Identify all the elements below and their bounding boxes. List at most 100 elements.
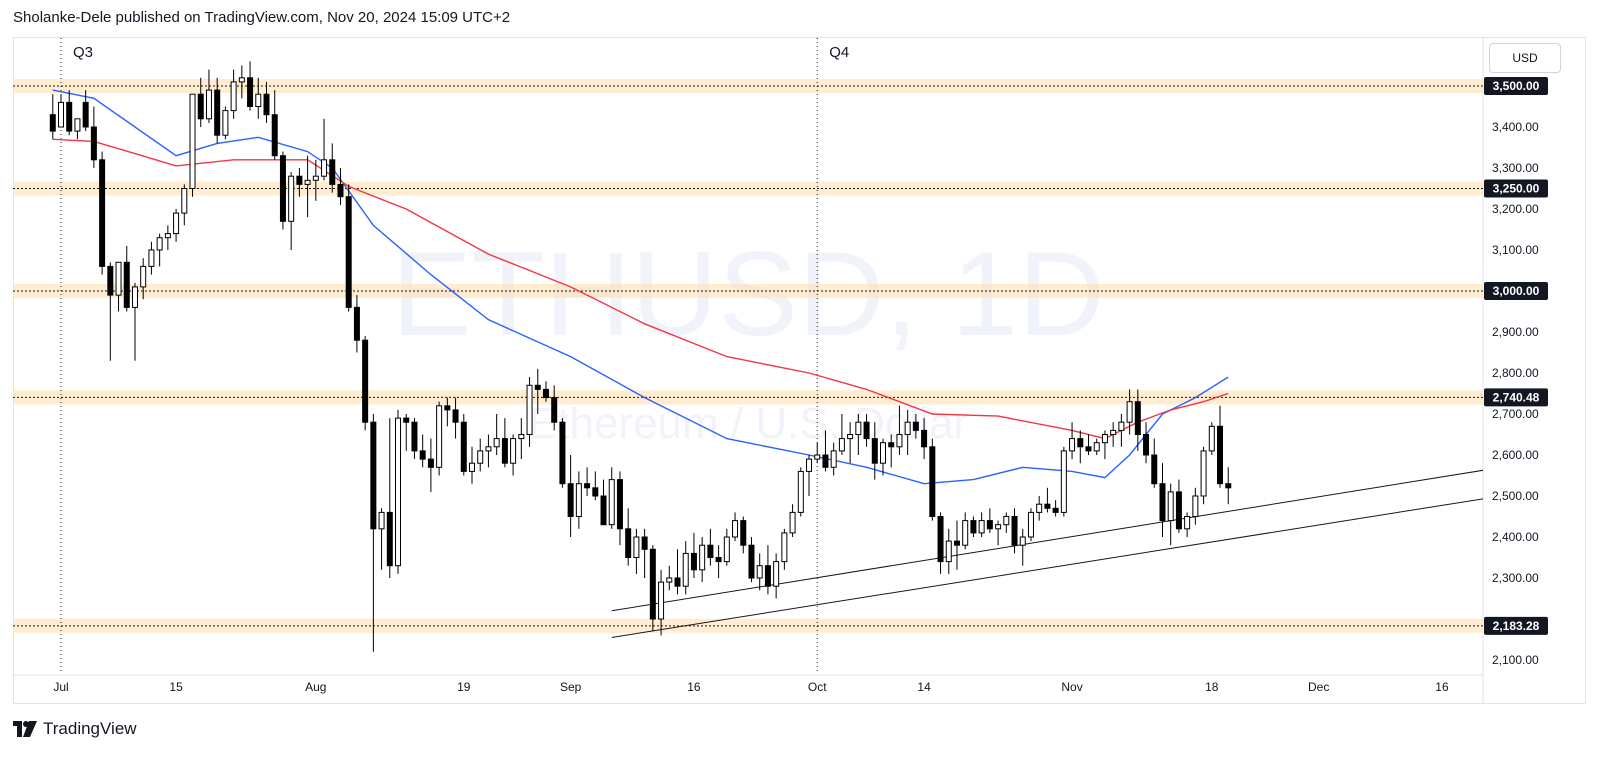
- candle[interactable]: [789, 504, 796, 537]
- candle[interactable]: [419, 434, 426, 468]
- candle[interactable]: [90, 106, 97, 169]
- candle[interactable]: [880, 438, 886, 476]
- candle[interactable]: [362, 336, 369, 431]
- candle[interactable]: [723, 528, 730, 566]
- candle[interactable]: [1011, 508, 1018, 554]
- candle[interactable]: [699, 537, 706, 583]
- candle[interactable]: [411, 418, 418, 460]
- candle[interactable]: [49, 94, 56, 140]
- candle[interactable]: [263, 81, 270, 123]
- candle[interactable]: [929, 438, 936, 521]
- candle[interactable]: [247, 61, 254, 111]
- candle[interactable]: [477, 438, 484, 472]
- candle[interactable]: [945, 528, 952, 574]
- candle[interactable]: [970, 516, 977, 538]
- candle[interactable]: [173, 209, 180, 242]
- candle[interactable]: [403, 414, 410, 451]
- candle[interactable]: [625, 508, 632, 566]
- candle[interactable]: [1192, 487, 1199, 525]
- candle[interactable]: [189, 93, 196, 197]
- candle[interactable]: [575, 471, 582, 529]
- candle[interactable]: [1151, 438, 1158, 488]
- candle[interactable]: [715, 545, 722, 578]
- candle[interactable]: [666, 565, 673, 591]
- candle[interactable]: [888, 434, 895, 468]
- candle[interactable]: [740, 516, 747, 554]
- candle[interactable]: [1027, 508, 1034, 542]
- candle[interactable]: [953, 520, 960, 570]
- candle[interactable]: [82, 90, 89, 132]
- trendline[interactable]: [611, 457, 1566, 612]
- candle[interactable]: [781, 528, 788, 570]
- candle[interactable]: [304, 155, 311, 218]
- candle[interactable]: [978, 512, 985, 537]
- candle[interactable]: [99, 151, 106, 275]
- candle[interactable]: [238, 65, 245, 99]
- candle[interactable]: [690, 532, 697, 578]
- candle[interactable]: [674, 549, 681, 595]
- candle[interactable]: [526, 377, 533, 447]
- candle[interactable]: [452, 397, 459, 439]
- plot-area[interactable]: [13, 38, 1565, 671]
- candle[interactable]: [1159, 463, 1166, 537]
- candle[interactable]: [378, 508, 385, 570]
- candle[interactable]: [863, 414, 870, 447]
- candle[interactable]: [427, 438, 434, 492]
- candle[interactable]: [510, 434, 517, 476]
- candle[interactable]: [616, 471, 623, 546]
- candle[interactable]: [197, 77, 204, 127]
- candle[interactable]: [830, 442, 837, 476]
- candle[interactable]: [567, 455, 574, 537]
- candle[interactable]: [838, 414, 845, 455]
- candle[interactable]: [312, 159, 319, 201]
- candle[interactable]: [58, 94, 64, 128]
- candle[interactable]: [534, 368, 541, 414]
- candle[interactable]: [370, 414, 377, 652]
- candle[interactable]: [279, 151, 286, 230]
- candle[interactable]: [296, 168, 303, 197]
- candle[interactable]: [1060, 446, 1067, 517]
- candle[interactable]: [140, 258, 147, 300]
- candle[interactable]: [1134, 389, 1141, 451]
- candle[interactable]: [912, 414, 919, 439]
- candle[interactable]: [1167, 483, 1174, 546]
- candle[interactable]: [1184, 512, 1191, 537]
- candle[interactable]: [756, 553, 763, 591]
- candle[interactable]: [904, 409, 911, 455]
- candle[interactable]: [107, 262, 114, 361]
- candle[interactable]: [658, 569, 665, 636]
- candle[interactable]: [1110, 422, 1117, 447]
- candle[interactable]: [1200, 446, 1207, 505]
- candle[interactable]: [1101, 430, 1108, 460]
- candle[interactable]: [1093, 438, 1100, 455]
- candle[interactable]: [1052, 500, 1059, 517]
- candle[interactable]: [600, 479, 607, 526]
- candle[interactable]: [748, 537, 755, 583]
- candle[interactable]: [444, 397, 451, 427]
- candle[interactable]: [288, 172, 295, 250]
- candle[interactable]: [395, 409, 402, 574]
- candle[interactable]: [1225, 467, 1232, 505]
- candle[interactable]: [386, 418, 393, 578]
- candle[interactable]: [123, 245, 130, 312]
- candle[interactable]: [896, 405, 903, 455]
- candle[interactable]: [1217, 405, 1224, 488]
- candle[interactable]: [230, 69, 237, 119]
- candle[interactable]: [855, 414, 862, 455]
- candle[interactable]: [962, 512, 969, 550]
- candle[interactable]: [1118, 414, 1125, 447]
- candle[interactable]: [1044, 487, 1051, 513]
- candle[interactable]: [469, 446, 475, 484]
- candle[interactable]: [501, 418, 508, 468]
- candle[interactable]: [822, 430, 829, 472]
- candle[interactable]: [542, 381, 549, 402]
- candle[interactable]: [181, 184, 188, 226]
- candle[interactable]: [814, 442, 821, 464]
- candle[interactable]: [1036, 496, 1043, 521]
- tradingview-logo[interactable]: TradingView: [13, 718, 137, 740]
- candle[interactable]: [148, 241, 155, 275]
- candle[interactable]: [436, 401, 443, 476]
- candle[interactable]: [682, 541, 689, 595]
- candle[interactable]: [1126, 389, 1133, 435]
